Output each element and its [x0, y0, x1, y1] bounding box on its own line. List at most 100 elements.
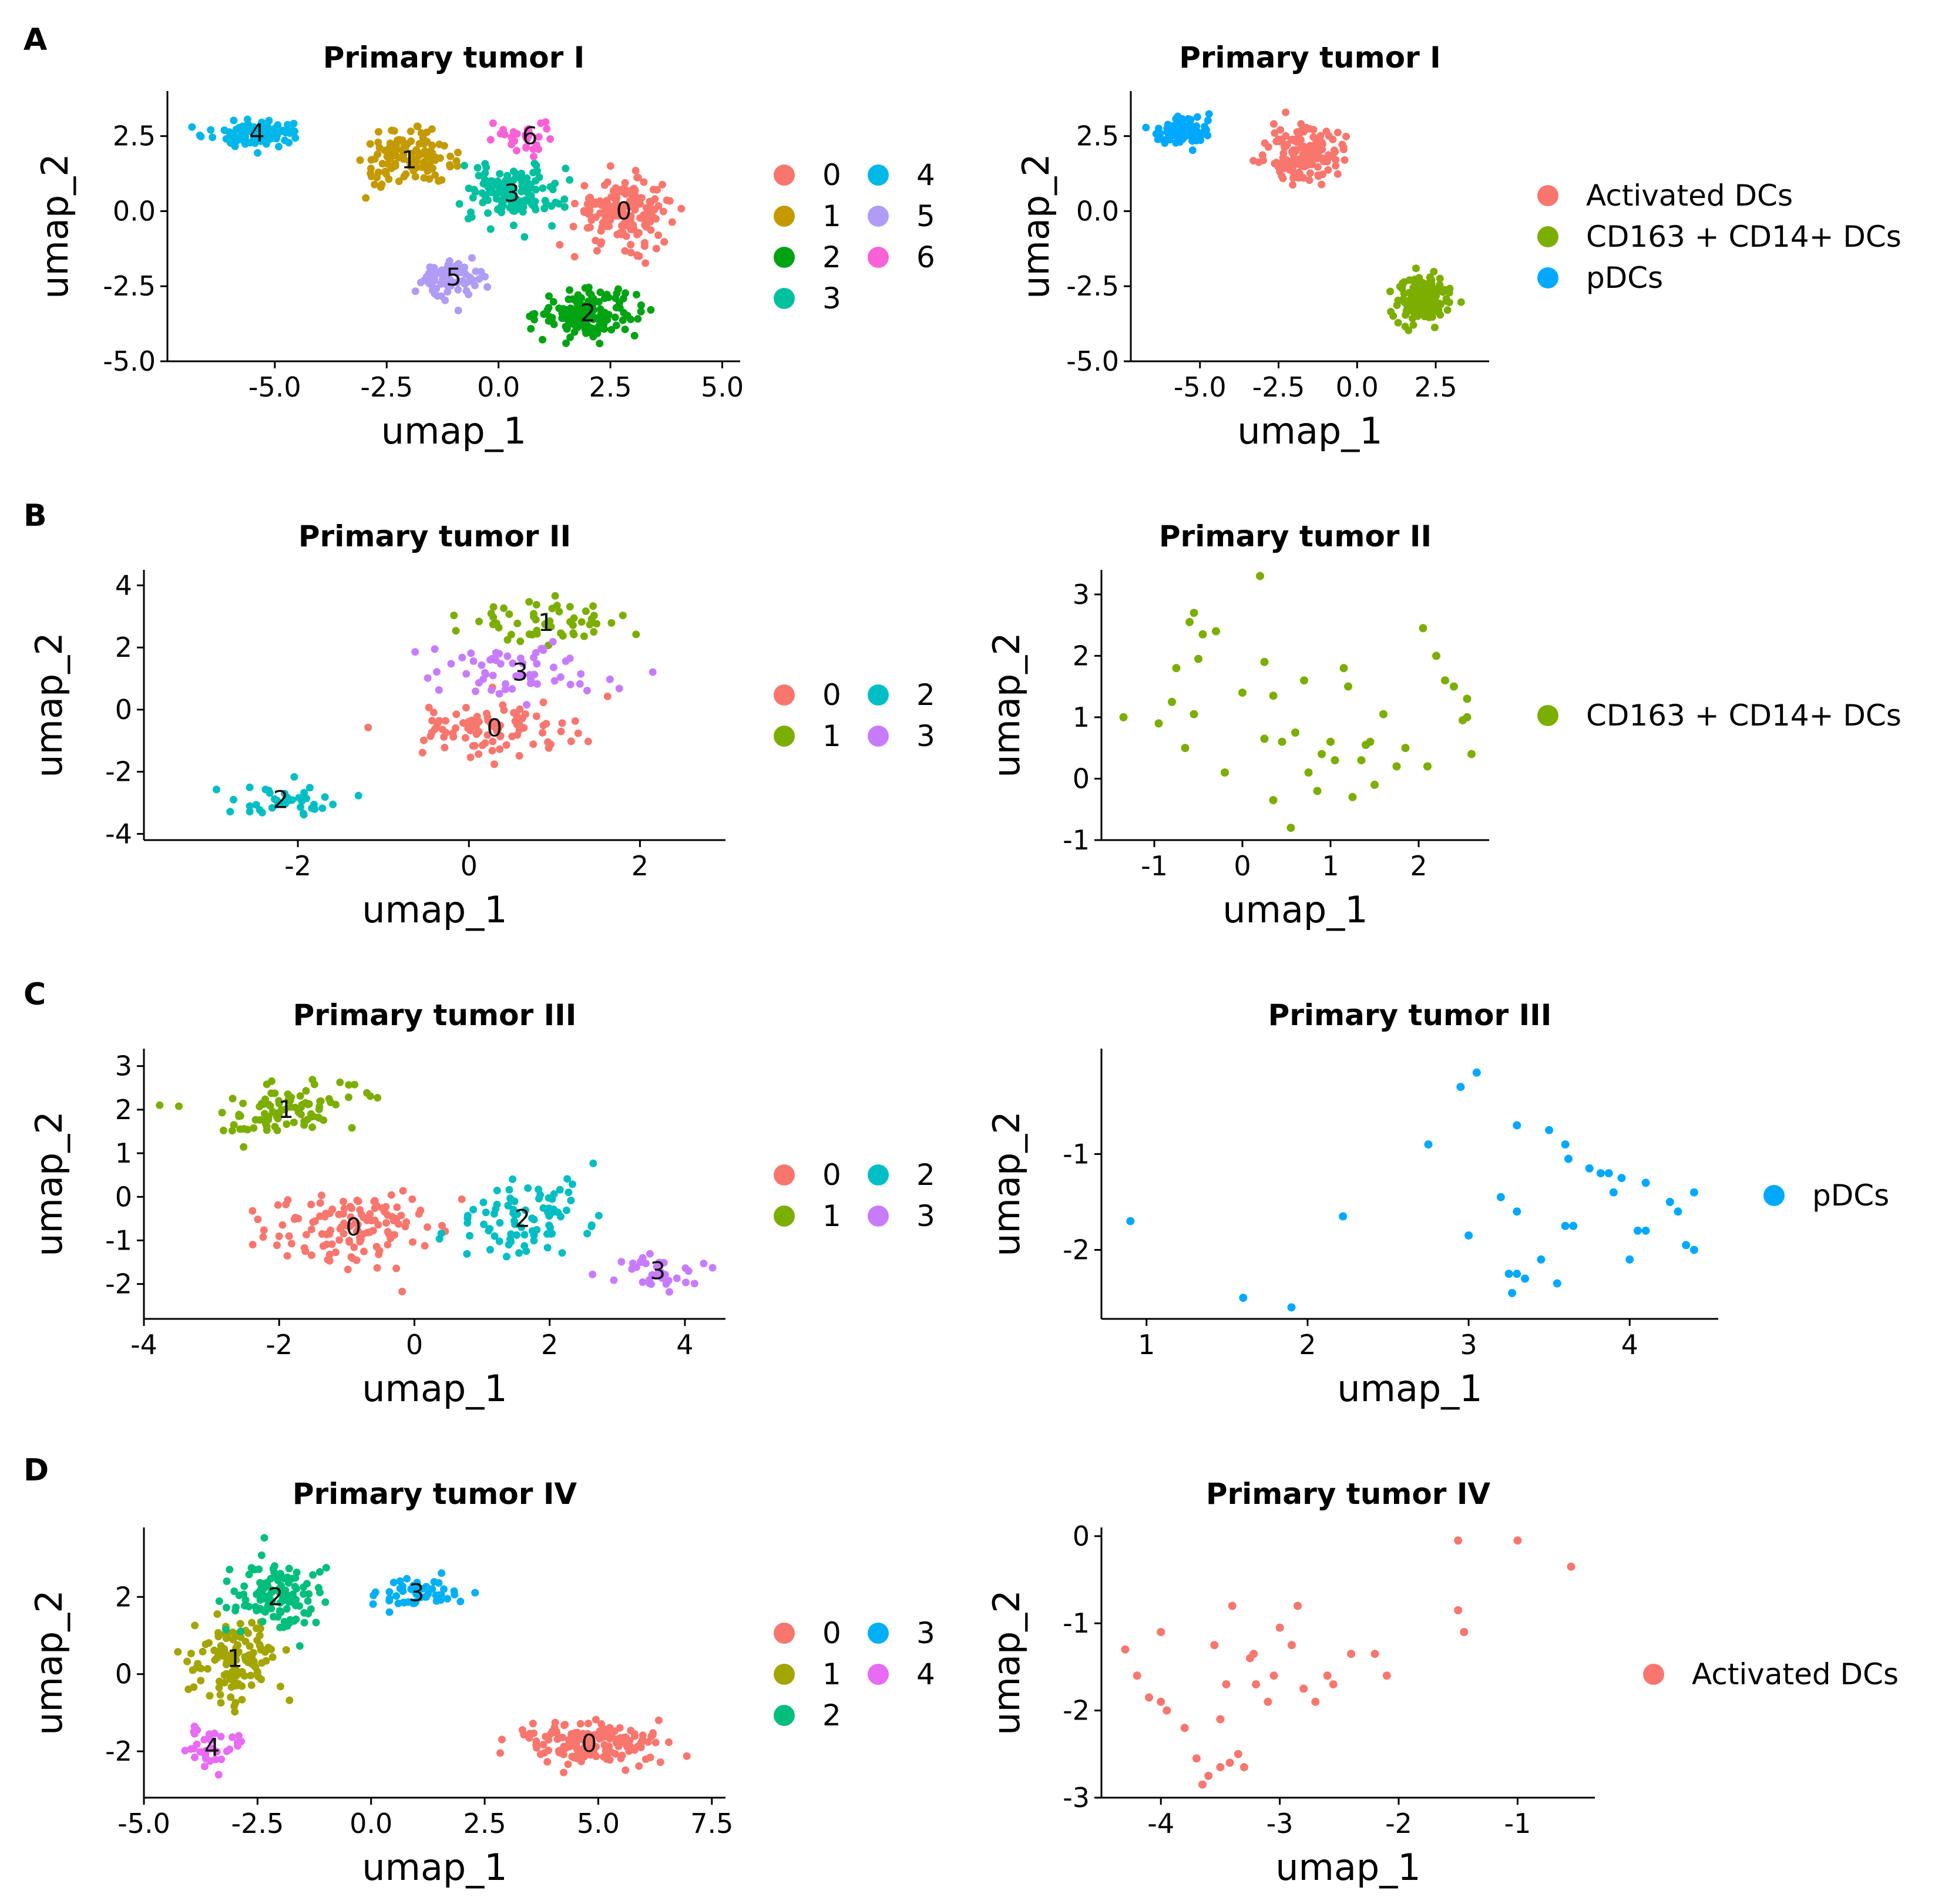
- legend-label: Activated DCs: [1586, 179, 1793, 213]
- y-tick-label: 4: [115, 569, 132, 601]
- data-point: [561, 1721, 569, 1729]
- data-point: [1286, 824, 1295, 832]
- data-point: [387, 1191, 395, 1199]
- data-point: [181, 1747, 189, 1755]
- data-point: [592, 1715, 600, 1724]
- y-tick-label: 0: [115, 694, 132, 726]
- legend-swatch: [868, 726, 889, 747]
- data-point: [502, 680, 510, 688]
- data-point: [520, 1231, 529, 1239]
- data-point: [1450, 682, 1458, 691]
- data-point: [628, 1265, 636, 1273]
- data-point: [1190, 609, 1198, 617]
- data-point: [466, 753, 475, 761]
- data-point: [302, 1087, 310, 1095]
- data-point: [526, 184, 535, 192]
- x-tick-label: 7.5: [690, 1808, 733, 1839]
- data-point: [391, 160, 399, 168]
- data-point: [1204, 1771, 1213, 1780]
- data-point: [213, 1654, 221, 1662]
- data-point: [503, 172, 512, 180]
- data-point: [566, 176, 574, 184]
- data-point: [654, 1716, 663, 1724]
- x-tick-label: 4: [1621, 1329, 1638, 1361]
- data-point: [434, 719, 442, 727]
- data-point: [467, 649, 475, 657]
- data-point: [1339, 145, 1348, 153]
- data-point: [385, 1588, 394, 1596]
- data-point: [226, 129, 234, 137]
- data-point: [335, 1236, 344, 1244]
- data-point: [557, 727, 565, 736]
- data-point: [547, 202, 556, 210]
- data-point: [592, 213, 600, 221]
- data-point: [690, 1280, 698, 1288]
- legend-label: 2: [822, 240, 841, 274]
- data-point: [416, 278, 425, 287]
- data-point: [584, 297, 592, 305]
- data-point: [627, 249, 635, 257]
- data-point: [570, 1738, 579, 1747]
- data-point: [435, 686, 443, 694]
- data-point: [518, 1726, 526, 1734]
- data-point: [647, 226, 655, 234]
- cluster-label: 4: [204, 1733, 220, 1762]
- data-point: [492, 649, 500, 657]
- data-point: [606, 1756, 614, 1764]
- data-point: [475, 275, 483, 283]
- data-point: [544, 1208, 552, 1217]
- data-point: [1674, 1207, 1682, 1216]
- data-point: [499, 201, 507, 209]
- data-point: [530, 310, 539, 318]
- data-point: [440, 142, 448, 150]
- data-point: [466, 1232, 473, 1240]
- y-tick-label: 1: [1073, 701, 1090, 733]
- x-axis-label: umap_1: [1275, 1846, 1421, 1889]
- data-point: [571, 717, 579, 725]
- data-point: [411, 173, 419, 181]
- data-point: [601, 202, 609, 210]
- data-point: [247, 1671, 255, 1680]
- data-point: [542, 1732, 550, 1741]
- data-point: [285, 139, 293, 147]
- data-point: [207, 1736, 215, 1744]
- data-point: [637, 1738, 645, 1747]
- legend-swatch: [774, 164, 795, 186]
- data-point: [510, 708, 518, 717]
- data-point: [419, 736, 428, 744]
- data-point: [627, 190, 636, 198]
- data-point: [344, 1093, 352, 1102]
- x-tick-label: 2.5: [463, 1808, 506, 1839]
- data-point: [551, 179, 559, 187]
- legend-swatch: [774, 1164, 795, 1186]
- data-point: [508, 133, 516, 142]
- data-point: [513, 172, 522, 180]
- data-point: [1561, 1221, 1570, 1230]
- data-point: [222, 1626, 230, 1634]
- data-point: [637, 301, 645, 309]
- data-point: [260, 1584, 268, 1593]
- data-point: [284, 1090, 292, 1099]
- data-point: [585, 1735, 593, 1744]
- data-point: [1436, 300, 1444, 308]
- x-axis-label: umap_1: [362, 1846, 508, 1889]
- legend-swatch: [774, 1205, 795, 1227]
- data-point: [452, 627, 460, 635]
- data-points: [1142, 108, 1465, 334]
- data-point: [530, 159, 539, 167]
- data-point: [440, 1585, 448, 1593]
- data-point: [649, 1729, 657, 1737]
- cluster-label: 0: [345, 1213, 361, 1241]
- data-point: [366, 140, 374, 148]
- data-point: [519, 186, 527, 194]
- data-point: [278, 1221, 287, 1229]
- x-tick-label: 5.0: [577, 1808, 620, 1839]
- data-point: [296, 1092, 304, 1100]
- data-point: [431, 645, 439, 653]
- data-point: [471, 281, 479, 290]
- y-tick-label: -1: [105, 1224, 132, 1256]
- data-point: [592, 1752, 600, 1761]
- data-point: [1157, 1628, 1165, 1637]
- data-point: [256, 1631, 264, 1640]
- data-point: [613, 289, 621, 297]
